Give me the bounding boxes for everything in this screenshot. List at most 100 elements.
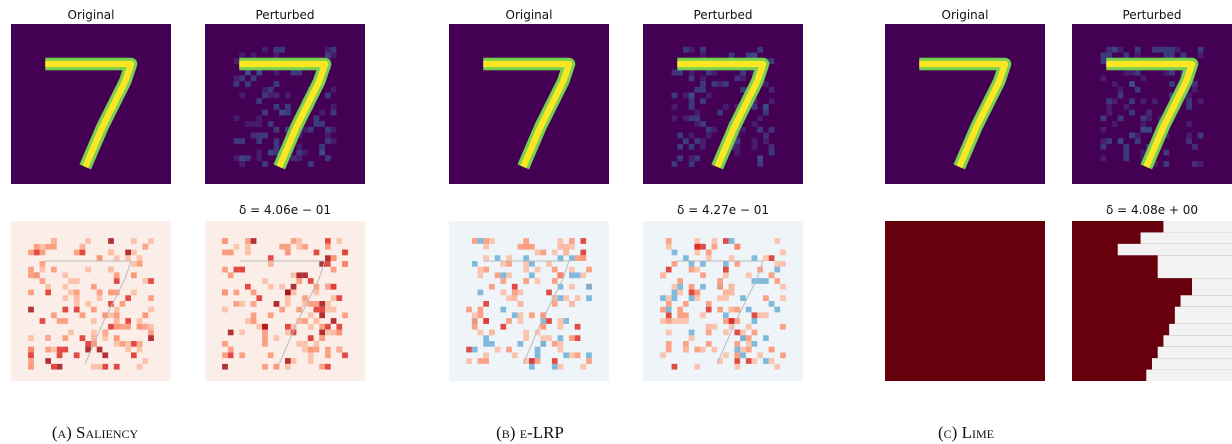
noise-pixel — [688, 155, 695, 162]
heat-pixel — [285, 358, 291, 364]
noise-pixel — [330, 126, 337, 133]
noise-pixel — [768, 58, 775, 64]
caption: (a) Saliency — [52, 423, 139, 442]
noise-pixel — [705, 132, 712, 139]
heat-pixel — [285, 323, 291, 330]
heat-pixel — [574, 255, 581, 261]
heat-pixel — [307, 278, 314, 284]
heat-pixel — [471, 346, 478, 353]
noise-pixel — [1117, 92, 1124, 99]
lime-blank — [1152, 358, 1232, 370]
noise-pixel — [285, 126, 291, 133]
noise-pixel — [273, 104, 280, 110]
heat-pixel — [330, 295, 337, 301]
heat-pixel — [745, 346, 752, 353]
heat-pixel — [665, 295, 672, 301]
heat-pixel — [113, 335, 120, 341]
heat-pixel — [222, 249, 228, 256]
heat-pixel — [227, 329, 234, 336]
heat-pixel — [529, 243, 535, 250]
noise-pixel — [1100, 115, 1107, 122]
heat-pixel — [523, 278, 529, 284]
digit-image — [449, 24, 609, 184]
heat-pixel — [39, 243, 46, 250]
noise-pixel — [256, 98, 263, 104]
noise-pixel — [1100, 58, 1107, 64]
heat-pixel — [466, 306, 472, 313]
heat-pixel — [285, 249, 291, 256]
heat-pixel — [28, 358, 34, 364]
heat-pixel — [85, 341, 91, 347]
heat-pixel — [262, 335, 268, 341]
heat-pixel — [73, 289, 80, 296]
noise-pixel — [245, 121, 251, 127]
noise-pixel — [711, 81, 718, 87]
noise-pixel — [1100, 138, 1107, 144]
heat-pixel — [33, 243, 40, 250]
noise-pixel — [740, 75, 746, 82]
noise-pixel — [1100, 75, 1107, 82]
heat-pixel — [506, 261, 512, 267]
noise-pixel — [273, 126, 280, 133]
heat-pixel — [774, 363, 781, 370]
heat-pixel — [723, 352, 729, 359]
noise-pixel — [688, 115, 695, 122]
heat-pixel — [489, 283, 495, 290]
heat-pixel — [125, 249, 131, 256]
heat-pixel — [551, 249, 558, 256]
heat-pixel — [529, 358, 535, 364]
heat-pixel — [694, 238, 701, 244]
noise-pixel — [239, 92, 245, 99]
heat-pixel — [51, 312, 57, 319]
heat-pixel — [569, 301, 575, 307]
heat-pixel — [313, 341, 320, 347]
heat-pixel — [142, 323, 149, 330]
heat-pixel — [780, 295, 786, 301]
heat-pixel — [665, 329, 672, 336]
noise-pixel — [325, 126, 331, 133]
heat-pixel — [569, 266, 575, 273]
heat-pixel — [700, 261, 706, 267]
noise-pixel — [700, 52, 706, 59]
heat-pixel — [313, 306, 320, 313]
noise-pixel — [330, 104, 337, 110]
noise-pixel — [256, 155, 263, 162]
heat-pixel — [665, 318, 672, 324]
heat-pixel — [330, 283, 337, 290]
heat-pixel — [557, 295, 564, 301]
noise-pixel — [290, 155, 297, 162]
noise-pixel — [1140, 121, 1147, 127]
noise-pixel — [273, 52, 280, 59]
noise-pixel — [239, 52, 245, 59]
digit-outline — [483, 260, 570, 365]
noise-pixel — [1106, 138, 1112, 144]
heat-pixel — [523, 255, 529, 261]
heat-pixel — [62, 283, 69, 290]
noise-pixel — [296, 144, 303, 150]
heat-pixel — [563, 295, 569, 301]
heat-pixel — [222, 363, 228, 370]
noise-pixel — [296, 155, 303, 162]
heat-pixel — [39, 278, 46, 284]
noise-pixel — [1152, 98, 1158, 104]
heat-pixel — [557, 323, 564, 330]
noise-pixel — [1197, 52, 1204, 59]
noise-pixel — [1129, 132, 1135, 139]
heat-pixel — [227, 346, 234, 353]
heat-pixel — [665, 312, 672, 319]
noise-pixel — [330, 46, 337, 53]
noise-pixel — [256, 132, 263, 139]
heat-pixel — [780, 352, 786, 359]
heat-pixel — [313, 346, 320, 353]
heat-pixel — [239, 266, 245, 273]
noise-pixel — [313, 115, 320, 122]
heat-pixel — [250, 318, 257, 324]
noise-pixel — [1146, 109, 1152, 116]
heat-pixel — [313, 318, 320, 324]
heat-pixel — [529, 363, 535, 370]
heat-pixel — [119, 341, 126, 347]
heat-pixel — [477, 238, 484, 244]
heat-pixel — [62, 306, 69, 313]
heat-pixel — [313, 249, 320, 256]
heat-pixel — [580, 272, 587, 279]
